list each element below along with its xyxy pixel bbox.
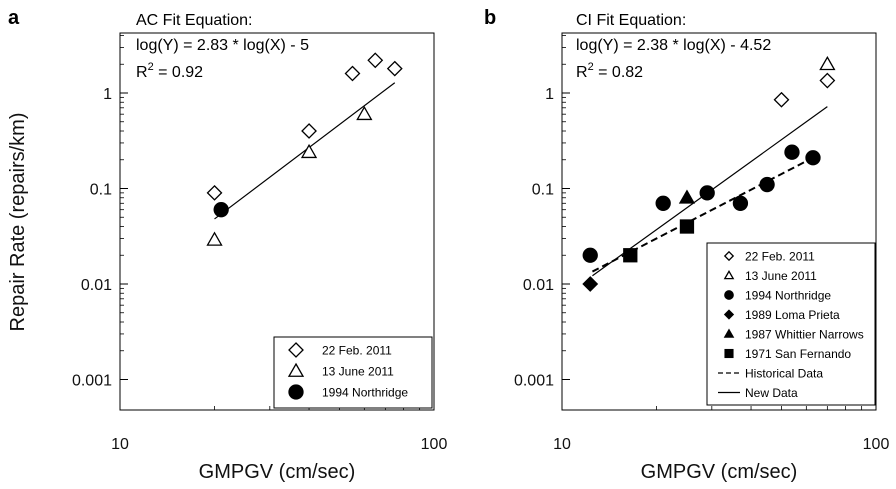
data-point [582,276,599,292]
panel-b-letter: b [484,7,496,29]
panel-a-fit-formula: log(Y) = 2.83 * log(X) - 5 [136,37,309,54]
data-point [300,143,318,159]
data-point [213,202,229,218]
legend-marker [287,362,305,377]
panel-b-legend: 22 Feb. 2011 13 June 2011 1994 Northridge 1… [706,242,876,406]
panel-a-fit-r2: R2 = 0.92 [136,61,203,81]
legend-entry-label: Historical Data [745,367,823,381]
data-point [819,72,836,89]
data-point [819,55,836,71]
legend-entry-label: 1987 Whittier Narrows [745,328,864,342]
y-tick-label: 1 [545,86,554,103]
panel-a-r2-suffix: = 0.92 [154,64,203,81]
y-axis-label: Repair Rate (repairs/km) [7,113,29,332]
data-point [206,231,223,246]
data-point [344,65,361,82]
data-point [805,150,821,166]
panel-b-r2-sup: 2 [588,61,594,73]
data-point [784,144,800,160]
legend-marker [723,309,735,320]
legend-marker [723,250,735,262]
panel-a-points [206,52,403,246]
panel-b-points [582,55,836,292]
panel-a-fit-title: AC Fit Equation: [136,12,253,29]
legend-entry-label: 1989 Loma Prieta [745,308,840,322]
legend-entry-label: 13 June 2011 [322,365,394,379]
legend-entry-label: 22 Feb. 2011 [745,250,815,264]
data-point [679,219,695,234]
legend-marker [724,290,734,300]
panel-b-r2-suffix: = 0.82 [594,64,643,81]
legend-entry-label: 22 Feb. 2011 [322,344,392,358]
panel-b-plot-frame [561,32,877,411]
y-tick-label: 0.1 [90,182,112,199]
legend-marker [723,269,735,280]
data-point [582,247,598,263]
panel-a-plot-frame [119,32,435,411]
data-point [386,60,403,77]
panel-b-fit-r2: R2 = 0.82 [576,61,643,81]
legend-entry-label: 13 June 2011 [745,269,817,283]
legend-marker [288,342,304,358]
legend-marker [723,328,735,338]
data-point [301,123,317,139]
panel-b-ticks: 0.001 0.01 0.1 1 10 100 [514,35,890,453]
y-tick-label: 0.01 [523,277,554,294]
panel-a: a 0.001 0.01 0.1 1 10 100 AC Fit Equation: lo… [8,7,447,483]
data-point [206,184,223,201]
y-tick-label: 0.1 [532,182,554,199]
legend-marker [724,348,734,359]
data-point [759,176,775,193]
panel-a-x-axis-label: GMPGV (cm/sec) [199,461,356,483]
new-data-fit-line [214,82,396,220]
y-tick-label: 0.001 [514,373,554,390]
panel-b: b 0.001 0.01 0.1 1 10 100 CI Fit Equation: lo… [484,7,889,483]
data-point [655,195,671,211]
legend-entry-label: New Data [745,386,798,400]
x-tick-label: 100 [421,436,448,453]
panel-a-ticks: 0.001 0.01 0.1 1 10 100 [72,35,448,453]
y-tick-label: 0.001 [72,373,112,390]
legend-entry-label: 1994 Northridge [745,289,831,303]
panel-a-r2-prefix: R [136,64,148,81]
y-tick-label: 0.01 [81,277,112,294]
panel-a-legend: 22 Feb. 2011 13 June 2011 1994 Northridge [273,336,433,409]
data-point [356,105,373,121]
panel-a-fit-equation: AC Fit Equation: log(Y) = 2.83 * log(X) … [136,12,309,81]
data-point [732,195,749,211]
data-point [678,189,696,204]
data-point [773,91,790,108]
x-tick-label: 10 [553,436,571,453]
panel-b-x-axis-label: GMPGV (cm/sec) [641,461,798,483]
data-point [367,52,384,69]
data-point [623,248,638,263]
panel-a-r2-sup: 2 [148,61,154,73]
x-tick-label: 100 [863,436,890,453]
panel-a-letter: a [8,7,20,29]
panel-b-fit-title: CI Fit Equation: [576,12,686,29]
legend-entry-label: 1994 Northridge [322,386,408,400]
x-tick-label: 10 [111,436,129,453]
panel-b-fit-formula: log(Y) = 2.38 * log(X) - 4.52 [576,37,771,54]
legend-box [706,242,876,406]
legend-marker [288,384,304,400]
panel-b-r2-prefix: R [576,64,588,81]
panel-b-fit-equation: CI Fit Equation: log(Y) = 2.38 * log(X) … [576,12,771,81]
panel-a-fit-lines [214,82,396,220]
y-tick-label: 1 [103,86,112,103]
historical-fit-line [591,156,814,273]
data-point [699,185,715,201]
legend-entry-label: 1971 San Fernando [745,347,851,361]
